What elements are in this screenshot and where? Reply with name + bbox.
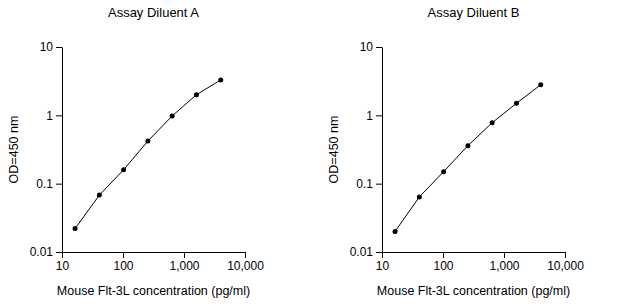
y-tick: 0.01 <box>350 245 382 259</box>
data-point <box>170 113 175 118</box>
x-tick-label: 100 <box>113 259 133 273</box>
x-tick: 10 <box>376 252 390 273</box>
y-tick: 0.01 <box>30 245 62 259</box>
y-tick-label: 0.01 <box>350 245 374 259</box>
x-tick-mark <box>62 252 63 258</box>
y-tick: 10 <box>40 40 62 54</box>
y-tick: 0.1 <box>356 177 382 191</box>
chart-canvas: 10 100 1,000 10,000 0.01 0.1 1 10 Assay Diluent … <box>0 0 640 307</box>
data-line <box>75 80 221 229</box>
y-tick-mark <box>376 115 382 116</box>
x-tick-label: 10 <box>56 259 70 273</box>
y-tick: 0.1 <box>36 177 62 191</box>
x-tick-label: 1,000 <box>169 259 199 273</box>
x-tick-mark <box>245 252 246 258</box>
data-point <box>490 120 495 125</box>
y-tick-label: 0.1 <box>356 177 373 191</box>
x-tick-mark <box>123 252 124 258</box>
x-tick: 100 <box>433 252 453 273</box>
x-axis: 10 100 1,000 10,000 <box>376 252 584 273</box>
y-tick-label: 10 <box>40 40 54 54</box>
data-point <box>121 167 126 172</box>
y-tick-label: 0.1 <box>36 177 53 191</box>
y-axis-line <box>382 48 383 253</box>
y-tick-label: 0.01 <box>30 245 54 259</box>
x-tick: 10,000 <box>547 252 584 273</box>
y-axis-line <box>62 48 63 253</box>
y-tick-mark <box>56 252 62 253</box>
y-tick-mark <box>56 184 62 185</box>
x-tick-mark <box>184 252 185 258</box>
y-axis-title: OD=450 nm <box>7 116 21 184</box>
data-line <box>395 85 541 232</box>
chart-title: Assay Diluent B <box>428 5 520 20</box>
x-tick-mark <box>443 252 444 258</box>
x-tick: 10 <box>56 252 70 273</box>
y-tick-label: 10 <box>360 40 374 54</box>
data-point <box>417 194 422 199</box>
y-tick: 1 <box>366 109 382 123</box>
y-axis: 0.01 0.1 1 10 <box>350 40 383 259</box>
plot-area <box>73 77 224 231</box>
y-tick-mark <box>376 47 382 48</box>
x-axis-title: Mouse Flt-3L concentration (pg/ml) <box>377 284 570 298</box>
x-tick-label: 100 <box>433 259 453 273</box>
x-tick: 100 <box>113 252 133 273</box>
data-point <box>393 229 398 234</box>
y-tick-mark <box>376 184 382 185</box>
x-tick-mark <box>565 252 566 258</box>
data-point <box>145 139 150 144</box>
y-axis: 0.01 0.1 1 10 <box>30 40 63 259</box>
data-point <box>73 226 78 231</box>
y-tick-label: 1 <box>366 109 373 123</box>
y-tick-label: 1 <box>46 109 53 123</box>
data-point <box>465 143 470 148</box>
y-tick-mark <box>56 47 62 48</box>
data-point <box>97 193 102 198</box>
x-tick: 10,000 <box>227 252 264 273</box>
x-tick-label: 1,000 <box>489 259 519 273</box>
x-axis: 10 100 1,000 10,000 <box>56 252 264 273</box>
y-tick: 1 <box>46 109 62 123</box>
chart-panel: 10 100 1,000 10,000 0.01 0.1 1 10 Assay Diluent … <box>7 5 264 298</box>
x-tick-label: 10 <box>376 259 390 273</box>
data-point <box>514 101 519 106</box>
x-axis-title: Mouse Flt-3L concentration (pg/ml) <box>57 284 250 298</box>
x-tick-mark <box>382 252 383 258</box>
data-point <box>194 92 199 97</box>
y-tick: 10 <box>360 40 382 54</box>
y-tick-mark <box>56 115 62 116</box>
chart-panel: 10 100 1,000 10,000 0.01 0.1 1 10 Assay Diluent … <box>327 5 584 298</box>
data-point <box>441 169 446 174</box>
plot-area <box>393 82 544 234</box>
x-tick-mark <box>504 252 505 258</box>
x-tick-label: 10,000 <box>227 259 264 273</box>
x-axis-line <box>383 252 566 253</box>
data-point <box>538 82 543 87</box>
data-point <box>218 77 223 82</box>
x-tick: 1,000 <box>489 252 519 273</box>
x-tick-label: 10,000 <box>547 259 584 273</box>
x-tick: 1,000 <box>169 252 199 273</box>
chart-title: Assay Diluent A <box>108 5 199 20</box>
y-axis-title: OD=450 nm <box>327 116 341 184</box>
y-tick-mark <box>376 252 382 253</box>
x-axis-line <box>63 252 246 253</box>
